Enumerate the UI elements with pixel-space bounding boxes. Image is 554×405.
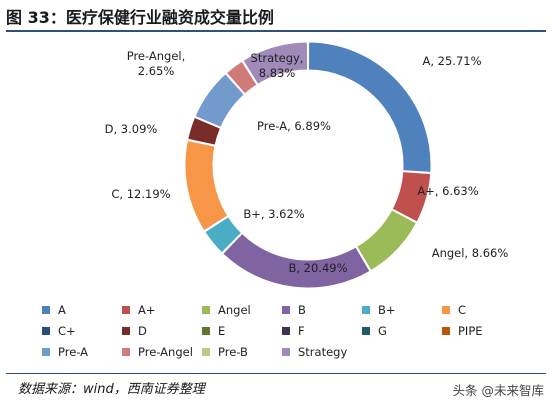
legend-label: Strategy [298, 344, 348, 359]
legend-item-pre-a: Pre-A [42, 342, 122, 361]
legend-item-d: D [122, 321, 202, 340]
legend-label: C+ [58, 323, 76, 338]
legend-item-b: B [282, 300, 362, 319]
legend-item-angel: Angel [202, 300, 282, 319]
legend-label: G [378, 323, 387, 338]
legend-label: PIPE [458, 323, 483, 338]
slice-label-a: A, 25.71% [422, 54, 481, 68]
legend-item-b-: B+ [362, 300, 442, 319]
legend-label: Pre-B [218, 344, 248, 359]
legend-item-c-: C+ [42, 321, 122, 340]
legend-item-c: C [442, 300, 522, 319]
slice-label-pre-angel: Pre-Angel, 2.65% [127, 49, 186, 78]
legend-label: B+ [378, 302, 396, 317]
legend-label: C [458, 302, 467, 317]
slice-pre-a [194, 73, 245, 129]
legend-item-a: A [42, 300, 122, 319]
legend-swatch [362, 326, 370, 335]
figure-title: 图 33：医疗保健行业融资成交量比例 [6, 8, 274, 27]
legend-swatch [42, 347, 50, 356]
legend-item-g: G [362, 321, 442, 340]
slice-a- [391, 171, 432, 223]
legend-swatch [282, 305, 290, 314]
slice-b- [204, 215, 243, 254]
legend-label: A [58, 302, 66, 317]
legend-swatch [362, 305, 370, 314]
legend-swatch [202, 347, 210, 356]
legend-item-f: F [282, 321, 362, 340]
legend-swatch [282, 347, 290, 356]
slice-label-d: D, 3.09% [105, 122, 158, 136]
legend-label: F [298, 323, 305, 338]
legend-swatch [42, 305, 50, 314]
legend-item-strategy: Strategy [282, 342, 362, 361]
legend-label: B [298, 302, 306, 317]
legend-swatch [442, 326, 450, 335]
slice-label-angel: Angel, 8.66% [432, 246, 509, 260]
slice-strategy [242, 41, 309, 86]
slice-label-strategy: Strategy, 8.83% [251, 51, 304, 80]
donut-slices [184, 41, 432, 289]
donut-chart: A, 25.71% A+, 6.63% Angel, 8.66% B, 20.49% B… [105, 41, 509, 289]
legend-swatch [122, 305, 130, 314]
source-divider [6, 373, 546, 374]
slice-labels: A, 25.71% A+, 6.63% Angel, 8.66% B, 20.49% B… [105, 49, 509, 275]
legend-swatch [122, 347, 130, 356]
legend-item-e: E [202, 321, 282, 340]
legend-swatch [442, 305, 450, 314]
slice-label-b: B, 20.49% [288, 261, 347, 275]
legend-swatch [122, 326, 130, 335]
slice-label-b-: B+, 3.62% [243, 207, 304, 221]
watermark: 头条 @未来智库 [452, 383, 544, 398]
legend-label: Angel [218, 302, 251, 317]
legend-item-pre-b: Pre-B [202, 342, 282, 361]
slice-label-c: C, 12.19% [111, 187, 170, 201]
slice-b [222, 232, 371, 289]
slice-a [307, 41, 432, 173]
legend-label: Pre-Angel [138, 344, 193, 359]
legend-swatch [202, 305, 210, 314]
slice-label-a-: A+, 6.63% [417, 184, 478, 198]
legend-swatch [42, 326, 50, 335]
chart-legend: A A+ Angel B B+ C C+ D E F G PIPE Pre-A Pre-Angel Pre-… [42, 300, 522, 361]
legend-label: E [218, 323, 226, 338]
legend-swatch [202, 326, 210, 335]
source-note: 数据来源：wind，西南证券整理 [18, 382, 205, 397]
legend-swatch [282, 326, 290, 335]
legend-item-pipe: PIPE [442, 321, 522, 340]
legend-label: D [138, 323, 147, 338]
slice-label-pre-a: Pre-A, 6.89% [257, 119, 331, 133]
legend-label: A+ [138, 302, 156, 317]
legend-label: Pre-A [58, 344, 89, 359]
title-divider [6, 30, 546, 32]
legend-item-pre-angel: Pre-Angel [122, 342, 202, 361]
slice-d [187, 116, 222, 146]
slice-pre-angel [225, 60, 258, 95]
slice-c [184, 139, 229, 232]
slice-angel [356, 209, 418, 272]
legend-item-a-: A+ [122, 300, 202, 319]
